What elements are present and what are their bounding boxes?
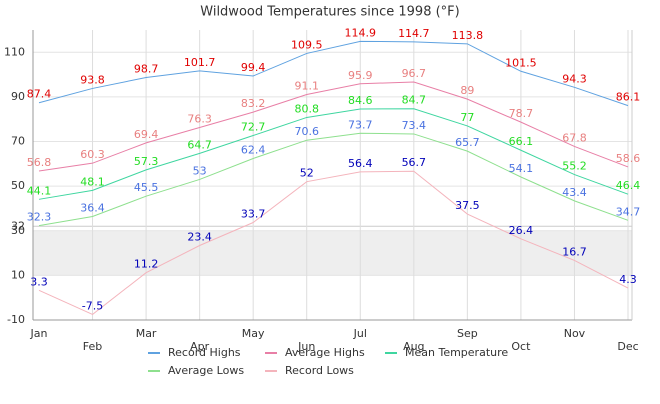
data-label: 99.4: [241, 61, 266, 74]
series-line: [38, 40, 629, 107]
data-label: 62.4: [241, 143, 266, 156]
data-label: 77: [460, 111, 474, 124]
data-label: 56.7: [402, 156, 427, 169]
data-label: 11.2: [134, 258, 159, 271]
data-label: 65.7: [455, 136, 480, 149]
data-label: 3.3: [30, 275, 48, 288]
data-label: 84.7: [402, 94, 427, 107]
y-tick-label: 70: [11, 135, 25, 148]
data-label: 45.5: [134, 181, 159, 194]
data-label: 58.6: [616, 152, 641, 165]
x-tick-label: Dec: [617, 340, 638, 353]
data-label: 54.1: [509, 162, 534, 175]
data-label: 114.9: [345, 26, 377, 39]
series-line: [38, 108, 629, 200]
data-label: 69.4: [134, 128, 159, 141]
data-label: 60.3: [80, 148, 105, 161]
data-label: 93.8: [80, 73, 105, 86]
legend-label: Record Lows: [285, 364, 354, 377]
data-label: 26.4: [509, 224, 534, 237]
x-tick-label: Jun: [297, 340, 315, 353]
data-label: 32.3: [27, 211, 52, 224]
data-label: 73.7: [348, 118, 373, 131]
data-label: 96.7: [402, 67, 427, 80]
series-line: [38, 132, 629, 227]
data-label: 56.8: [27, 156, 52, 169]
data-label: 46.4: [616, 179, 641, 192]
data-label: 113.8: [452, 29, 484, 42]
data-label: 80.8: [294, 102, 319, 115]
x-tick-label: Nov: [564, 327, 586, 340]
x-tick-label: Sep: [457, 327, 478, 340]
series-line: [38, 81, 629, 172]
data-label: 64.7: [187, 138, 212, 151]
x-tick-label: Apr: [190, 340, 210, 353]
y-tick-label: 50: [11, 179, 25, 192]
data-label: 55.2: [562, 160, 587, 173]
data-label: 52: [300, 167, 314, 180]
legend-label: Average Lows: [168, 364, 244, 377]
data-label: 53: [193, 164, 207, 177]
data-label: 109.5: [291, 38, 323, 51]
data-label: 16.7: [562, 245, 587, 258]
data-label: 83.2: [241, 97, 266, 110]
data-label: 66.1: [509, 135, 534, 148]
data-label: 43.4: [562, 186, 587, 199]
data-label: 70.6: [294, 125, 319, 138]
data-label: 76.3: [187, 112, 212, 125]
y-tick-label: 30: [11, 224, 25, 237]
data-label: 72.7: [241, 121, 266, 134]
x-tick-label: Oct: [511, 340, 531, 353]
data-label: 56.4: [348, 157, 373, 170]
x-tick-label: Mar: [136, 327, 157, 340]
x-tick-label: Jul: [353, 327, 367, 340]
data-label: 84.6: [348, 94, 373, 107]
data-label: 36.4: [80, 201, 105, 214]
data-label: 101.7: [184, 56, 216, 69]
data-label: 33.7: [241, 208, 266, 221]
data-label: 95.9: [348, 69, 373, 82]
data-label: 57.3: [134, 155, 159, 168]
legend-label: Average Highs: [285, 346, 365, 359]
data-label: 73.4: [402, 119, 427, 132]
x-tick-label: Jan: [30, 327, 48, 340]
data-label: 98.7: [134, 63, 159, 76]
data-label: 87.4: [27, 88, 52, 101]
y-tick-label: 10: [11, 268, 25, 281]
data-label: 23.4: [187, 230, 212, 243]
data-label: 48.1: [80, 175, 105, 188]
data-label: 44.1: [27, 184, 52, 197]
x-tick-label: Aug: [403, 340, 424, 353]
data-label: 4.3: [619, 273, 637, 286]
y-tick-label: 90: [11, 90, 25, 103]
x-tick-label: May: [242, 327, 265, 340]
data-label: 94.3: [562, 72, 587, 85]
data-label: 86.1: [616, 91, 641, 104]
data-label: 101.5: [505, 56, 537, 69]
data-label: 114.7: [398, 27, 430, 40]
data-label: 34.7: [616, 205, 641, 218]
shaded-band: [33, 230, 632, 276]
data-label: -7.5: [82, 299, 103, 312]
data-label: 37.5: [455, 199, 480, 212]
data-label: 67.8: [562, 131, 587, 144]
legend-label: Record Highs: [168, 346, 241, 359]
chart-title: Wildwood Temperatures since 1998 (°F): [200, 5, 459, 20]
freezing-label: 32: [11, 219, 25, 232]
data-label: 91.1: [294, 79, 319, 92]
series-line: [38, 170, 629, 316]
x-tick-label: Feb: [83, 340, 102, 353]
data-label: 89: [460, 84, 474, 97]
data-label: 78.7: [509, 107, 534, 120]
y-tick-label: -10: [7, 313, 25, 326]
y-tick-label: 110: [4, 45, 25, 58]
legend-label: Mean Temperature: [405, 346, 508, 359]
